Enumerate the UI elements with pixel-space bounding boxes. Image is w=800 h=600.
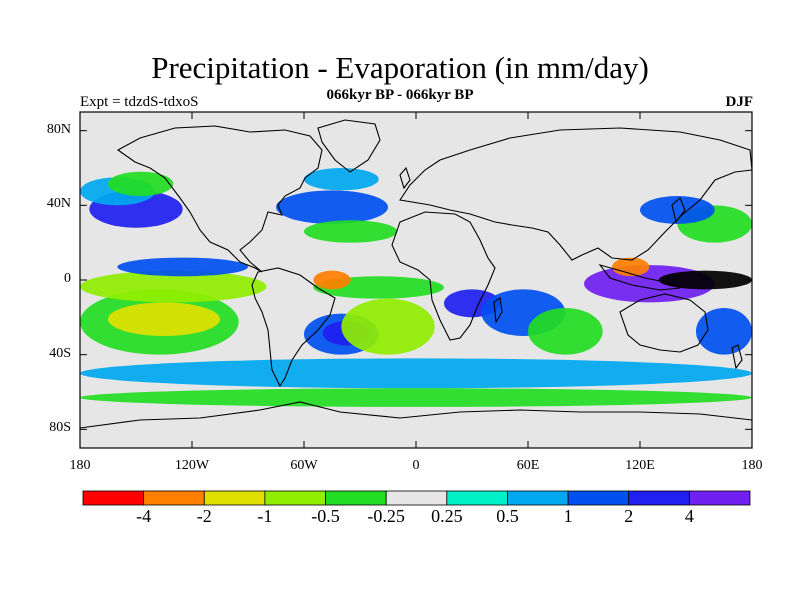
season-label: DJF <box>725 94 754 110</box>
colorbar-label-9: 4 <box>684 506 694 526</box>
field-region-2 <box>80 270 267 303</box>
lon-label-4: 60E <box>516 458 540 473</box>
colorbar-label-6: 0.5 <box>496 506 519 526</box>
coast-indonesia <box>598 264 681 291</box>
colorbar-swatch-0 <box>82 490 145 506</box>
colorbar-label-7: 1 <box>563 506 573 526</box>
colorbar-swatch-9 <box>628 490 690 506</box>
lat-label-2: 0 <box>64 271 71 286</box>
field-region-15 <box>341 298 435 355</box>
coast-north-america <box>116 125 323 273</box>
field-region-7 <box>108 171 174 196</box>
field-region-12 <box>313 270 351 290</box>
coast-madagascar <box>493 297 503 324</box>
field-region-20 <box>658 270 752 290</box>
colorbar-label-2: -1 <box>257 506 273 526</box>
field-region-3 <box>117 257 248 277</box>
coastline-layer <box>80 119 752 429</box>
coast-eurasia <box>399 127 752 261</box>
field-region-18 <box>528 308 603 355</box>
colorbar <box>82 490 751 506</box>
field-region-26 <box>80 388 752 407</box>
experiment-label: Expt = tdzdS-tdxoS <box>80 94 199 110</box>
field-region-9 <box>304 168 379 191</box>
lat-label-4: 80S <box>49 420 71 436</box>
coast-new-zealand <box>731 344 743 370</box>
colorbar-swatch-2 <box>203 490 266 506</box>
lon-label-2: 60W <box>290 458 318 473</box>
coast-south-america <box>251 267 336 388</box>
colorbar-label-0: -4 <box>136 506 152 526</box>
colorbar-label-1: -2 <box>196 506 212 526</box>
coast-greenland <box>317 119 381 173</box>
lon-label-6: 180 <box>741 458 763 473</box>
colorbar-swatch-3 <box>264 490 326 506</box>
map-title: Precipitation - Evaporation (in mm/day) <box>151 50 649 85</box>
field-region-25 <box>80 358 752 389</box>
colorbar-swatch-7 <box>507 490 569 506</box>
field-region-21 <box>612 257 650 277</box>
lon-label-0: 180 <box>69 458 91 473</box>
colorbar-label-4: -0.25 <box>367 506 405 526</box>
colorbar-label-3: -0.5 <box>311 506 340 526</box>
field-region-4 <box>80 238 267 258</box>
colorbar-swatch-6 <box>446 490 508 506</box>
colorbar-label-5: 0.25 <box>431 506 463 526</box>
lon-label-5: 120E <box>625 458 655 473</box>
lat-label-3: 40S <box>49 345 71 361</box>
field-region-1 <box>108 302 220 337</box>
coast-antarctica <box>80 401 752 429</box>
field-region-10 <box>304 220 398 243</box>
lat-label-0: 80N <box>46 121 71 137</box>
lat-label-1: 40N <box>46 196 71 212</box>
colorbar-swatch-5 <box>385 490 448 506</box>
colorbar-swatch-8 <box>567 490 630 506</box>
coast-japan <box>671 197 686 224</box>
coast-africa <box>391 211 496 341</box>
colorbar-label-8: 2 <box>624 506 634 526</box>
field-layer <box>80 168 752 407</box>
coast-australia <box>619 293 709 353</box>
colorbar-swatch-1 <box>143 490 205 506</box>
colorbar-swatch-4 <box>325 490 387 506</box>
map-subtitle: 066kyr BP - 066kyr BP <box>326 87 474 103</box>
colorbar-swatch-10 <box>688 490 751 506</box>
coast-uk <box>399 166 411 190</box>
lon-label-3: 0 <box>412 458 420 473</box>
field-region-8 <box>276 190 388 224</box>
field-region-24 <box>696 308 752 355</box>
lon-label-1: 120W <box>174 458 210 473</box>
map-frame <box>79 111 753 449</box>
